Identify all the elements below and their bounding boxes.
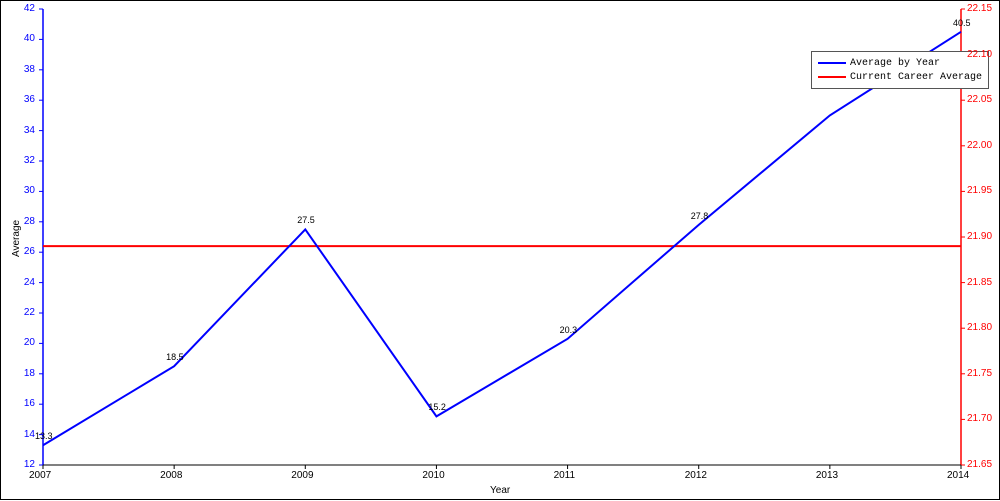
y-left-tick: 12 bbox=[24, 459, 35, 470]
data-point-label: 15.2 bbox=[428, 402, 446, 412]
legend-swatch bbox=[818, 62, 846, 64]
y-right-tick: 21.70 bbox=[967, 413, 992, 424]
y-right-tick: 22.10 bbox=[967, 49, 992, 60]
data-point-label: 27.5 bbox=[297, 215, 315, 225]
y-axis-label: Average bbox=[11, 220, 22, 257]
y-left-tick: 22 bbox=[24, 307, 35, 318]
y-right-tick: 21.90 bbox=[967, 231, 992, 242]
y-right-tick: 21.75 bbox=[967, 368, 992, 379]
y-left-tick: 40 bbox=[24, 33, 35, 44]
legend-swatch bbox=[818, 76, 846, 78]
data-point-label: 13.3 bbox=[35, 431, 53, 441]
y-right-tick: 22.05 bbox=[967, 94, 992, 105]
y-right-tick: 21.95 bbox=[967, 185, 992, 196]
data-point-label: 40.5 bbox=[953, 18, 971, 28]
data-point-label: 18.5 bbox=[166, 352, 184, 362]
y-left-tick: 16 bbox=[24, 398, 35, 409]
y-right-tick: 22.15 bbox=[967, 3, 992, 14]
y-left-tick: 26 bbox=[24, 246, 35, 257]
x-tick: 2010 bbox=[422, 470, 444, 481]
y-left-tick: 30 bbox=[24, 185, 35, 196]
y-left-tick: 42 bbox=[24, 3, 35, 14]
x-tick: 2007 bbox=[29, 470, 51, 481]
legend-label: Average by Year bbox=[850, 58, 940, 69]
x-tick: 2013 bbox=[816, 470, 838, 481]
y-left-tick: 28 bbox=[24, 216, 35, 227]
y-left-tick: 18 bbox=[24, 368, 35, 379]
legend: Average by Year Current Career Average bbox=[811, 51, 989, 89]
y-left-tick: 38 bbox=[24, 64, 35, 75]
x-tick: 2011 bbox=[554, 470, 576, 481]
y-left-tick: 32 bbox=[24, 155, 35, 166]
y-left-tick: 36 bbox=[24, 94, 35, 105]
x-tick: 2014 bbox=[947, 470, 969, 481]
x-tick: 2008 bbox=[160, 470, 182, 481]
y-right-tick: 21.65 bbox=[967, 459, 992, 470]
y-right-tick: 21.80 bbox=[967, 322, 992, 333]
y-left-tick: 14 bbox=[24, 429, 35, 440]
data-point-label: 27.8 bbox=[691, 211, 709, 221]
line-chart: Average Year Average by Year Current Car… bbox=[0, 0, 1000, 500]
x-axis-label: Year bbox=[490, 485, 510, 496]
legend-item-career-avg: Current Career Average bbox=[818, 70, 982, 84]
y-left-tick: 24 bbox=[24, 277, 35, 288]
y-left-tick: 34 bbox=[24, 125, 35, 136]
legend-item-avg-by-year: Average by Year bbox=[818, 56, 982, 70]
y-left-tick: 20 bbox=[24, 337, 35, 348]
data-point-label: 20.3 bbox=[560, 325, 578, 335]
x-tick: 2009 bbox=[291, 470, 313, 481]
legend-label: Current Career Average bbox=[850, 72, 982, 83]
y-right-tick: 21.85 bbox=[967, 277, 992, 288]
y-right-tick: 22.00 bbox=[967, 140, 992, 151]
x-tick: 2012 bbox=[685, 470, 707, 481]
